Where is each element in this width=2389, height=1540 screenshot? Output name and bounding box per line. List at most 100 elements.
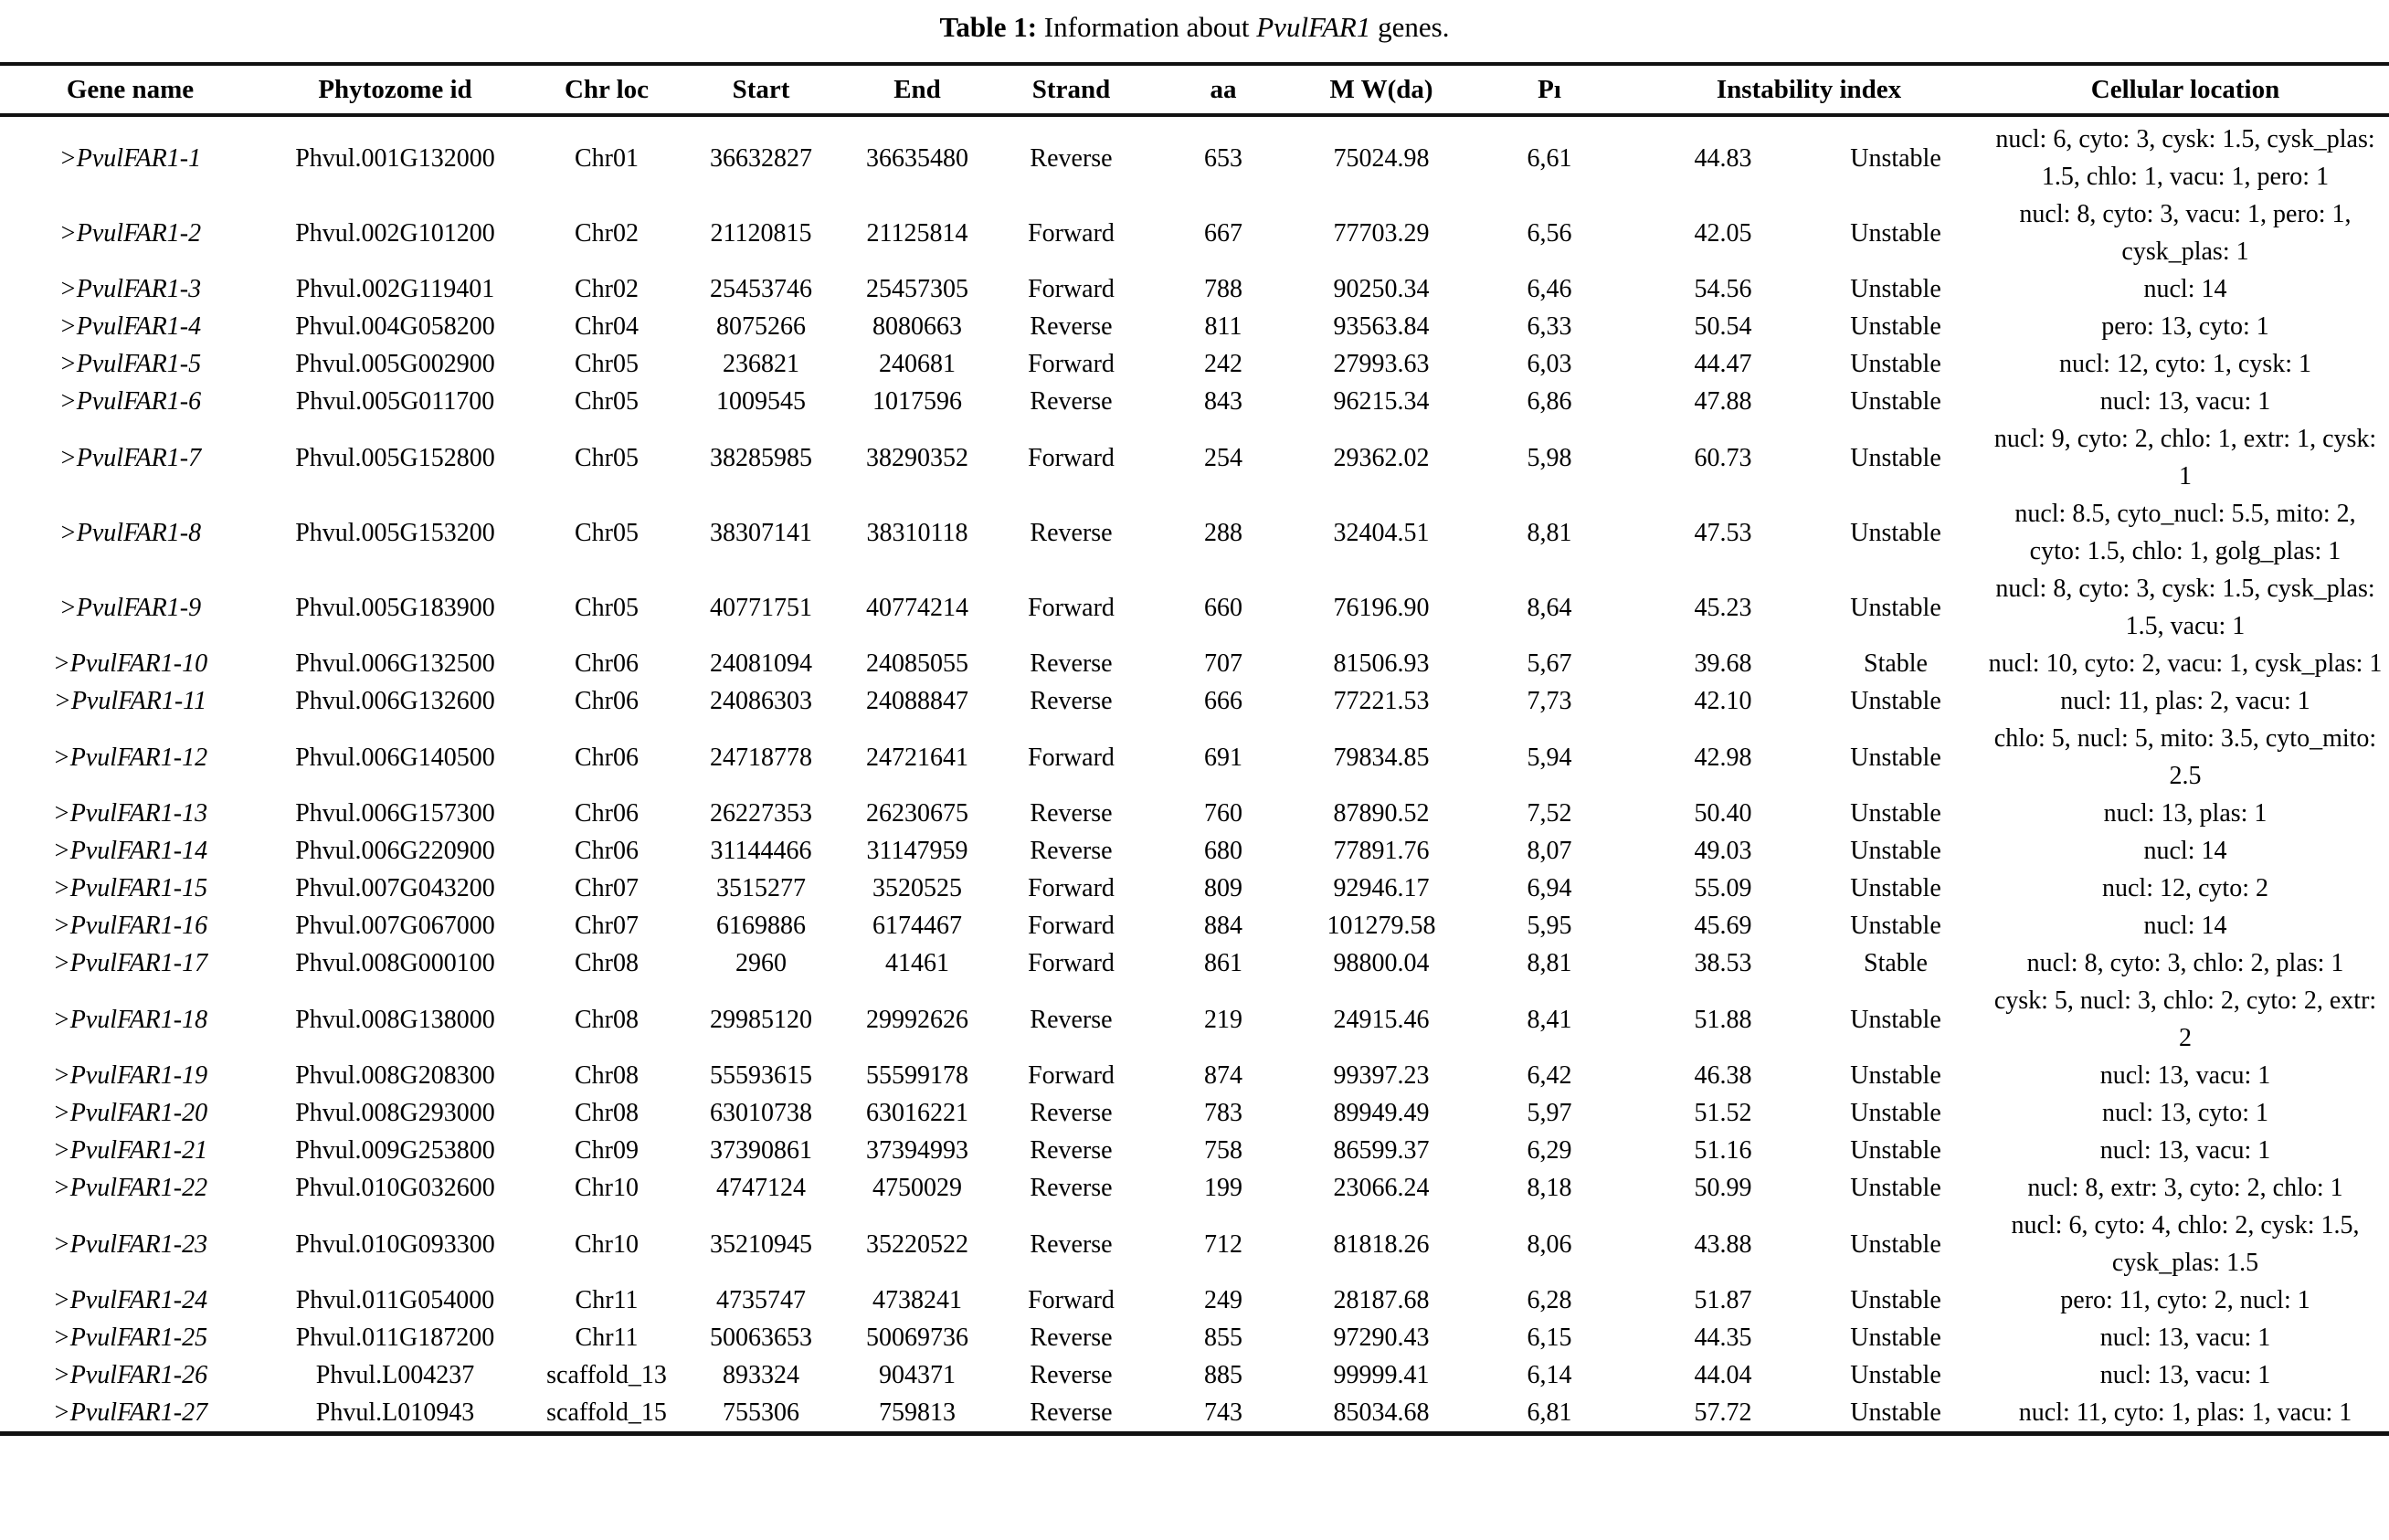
cell-cellular-location: nucl: 8.5, cyto_nucl: 5.5, mito: 2, cyto… [2014,500,2356,565]
cell-instability-index: 49.03 [1694,837,1752,865]
cell-aa: 249 [1204,1286,1242,1314]
cell-aa: 809 [1204,874,1242,902]
cell-cellular-location: pero: 11, cyto: 2, nucl: 1 [2060,1286,2310,1314]
header-row: Gene name Phytozome id Chr loc Start End Stra… [0,64,2389,117]
cell-aa: 219 [1204,1005,1242,1034]
cell-start: 24081094 [710,649,812,678]
cell-strand: Reverse [1030,1229,1113,1259]
cell-mw-da: 97290.43 [1333,1324,1430,1352]
cell-pi: 6,33 [1527,312,1572,341]
cell-mw-da: 93563.84 [1333,312,1430,341]
cell-gene-name: >PvulFAR1-22 [52,1174,208,1202]
cell-gene-name: >PvulFAR1-15 [52,874,208,902]
table-row: >PvulFAR1-8 Phvul.005G153200 Chr05 38307141… [0,495,2389,570]
cell-stability: Unstable [1850,1286,1941,1314]
cell-chr-loc: Chr11 [575,1286,639,1314]
cell-phytozome-id: Phvul.005G153200 [295,518,495,547]
caption-gene-name: PvulFAR1 [1256,11,1371,43]
cell-mw-da: 32404.51 [1333,518,1430,547]
cell-cellular-location: nucl: 8, extr: 3, cyto: 2, chlo: 1 [2027,1174,2343,1202]
cell-chr-loc: Chr01 [575,143,639,173]
cell-instability-index: 51.16 [1694,1136,1752,1165]
cell-end: 1017596 [872,387,962,416]
cell-instability-index: 47.53 [1694,518,1752,547]
cell-mw-da: 76196.90 [1333,593,1430,622]
cell-mw-da: 81506.93 [1333,649,1430,678]
table-row: >PvulFAR1-7 Phvul.005G152800 Chr05 38285985… [0,420,2389,495]
cell-chr-loc: Chr06 [575,837,639,865]
cell-mw-da: 99397.23 [1333,1061,1430,1090]
table-caption: Table 1: Information about PvulFAR1 gene… [0,0,2389,62]
cell-start: 31144466 [710,837,812,865]
cell-pi: 6,14 [1527,1361,1572,1389]
cell-instability-index: 38.53 [1694,949,1752,977]
cell-phytozome-id: Phvul.011G187200 [295,1324,495,1352]
cell-chr-loc: Chr04 [575,312,639,341]
cell-start: 4735747 [716,1286,806,1314]
cell-stability: Unstable [1850,743,1941,772]
cell-chr-loc: Chr02 [575,218,639,248]
cell-cellular-location: nucl: 9, cyto: 2, chlo: 1, extr: 1, cysk… [1993,425,2377,490]
cell-cellular-location: nucl: 11, plas: 2, vacu: 1 [2060,687,2310,715]
caption-label: Table 1: [939,11,1038,43]
cell-phytozome-id: Phvul.L010943 [315,1398,475,1427]
cell-end: 904371 [879,1361,956,1389]
cell-phytozome-id: Phvul.005G183900 [295,593,495,622]
cell-phytozome-id: Phvul.001G132000 [295,143,495,173]
cell-chr-loc: Chr06 [575,799,639,828]
cell-mw-da: 96215.34 [1333,387,1430,416]
cell-mw-da: 77703.29 [1333,218,1430,248]
cell-end: 29992626 [866,1005,968,1034]
column-header-m-w-da: M W(da) [1300,64,1463,117]
cell-cellular-location: nucl: 13, vacu: 1 [2099,1324,2271,1352]
cell-gene-name: >PvulFAR1-26 [52,1361,208,1389]
cell-mw-da: 86599.37 [1333,1136,1430,1165]
cell-start: 40771751 [710,593,812,622]
cell-instability-index: 44.47 [1694,350,1752,378]
column-header-phytozome-id: Phytozome id [260,64,530,117]
cell-phytozome-id: Phvul.009G253800 [295,1136,495,1165]
cell-start: 8075266 [716,312,806,341]
column-header-p: Pı [1463,64,1636,117]
cell-instability-index: 50.99 [1694,1174,1752,1202]
cell-phytozome-id: Phvul.L004237 [315,1361,475,1389]
cell-strand: Reverse [1030,1398,1113,1427]
cell-aa: 884 [1204,912,1242,940]
cell-aa: 199 [1204,1174,1242,1202]
cell-end: 6174467 [872,912,962,940]
cell-pi: 5,95 [1527,912,1572,940]
cell-end: 24088847 [866,687,968,715]
cell-strand: Forward [1028,218,1115,248]
cell-start: 6169886 [716,912,806,940]
cell-stability: Unstable [1850,874,1941,902]
column-header-start: Start [683,64,839,117]
table-row: >PvulFAR1-3 Phvul.002G119401 Chr02 25453746… [0,270,2389,308]
cell-gene-name: >PvulFAR1-5 [58,350,202,378]
cell-end: 21125814 [866,218,968,248]
cell-mw-da: 24915.46 [1333,1005,1430,1034]
cell-phytozome-id: Phvul.007G043200 [295,874,495,902]
column-header-instability-index: Instability index [1636,64,1982,117]
cell-pi: 7,52 [1527,799,1572,828]
cell-pi: 6,46 [1527,275,1572,303]
cell-aa: 667 [1204,218,1242,248]
cell-end: 24085055 [866,649,968,678]
cell-instability-index: 57.72 [1694,1398,1752,1427]
cell-stability: Unstable [1850,312,1941,341]
cell-strand: Forward [1028,350,1115,378]
cell-start: 2960 [735,949,787,977]
cell-start: 36632827 [710,143,812,173]
cell-aa: 758 [1204,1136,1242,1165]
cell-gene-name: >PvulFAR1-13 [52,799,208,828]
cell-gene-name: >PvulFAR1-20 [52,1099,208,1127]
cell-strand: Forward [1028,443,1115,472]
caption-text: Information about [1037,11,1257,43]
cell-pi: 5,98 [1527,443,1572,472]
cell-strand: Reverse [1030,837,1113,865]
cell-end: 40774214 [866,593,968,622]
cell-end: 8080663 [872,312,962,341]
cell-strand: Reverse [1030,1136,1113,1165]
cell-gene-name: >PvulFAR1-3 [58,275,202,303]
cell-end: 24721641 [866,743,968,772]
cell-chr-loc: Chr10 [575,1174,639,1202]
